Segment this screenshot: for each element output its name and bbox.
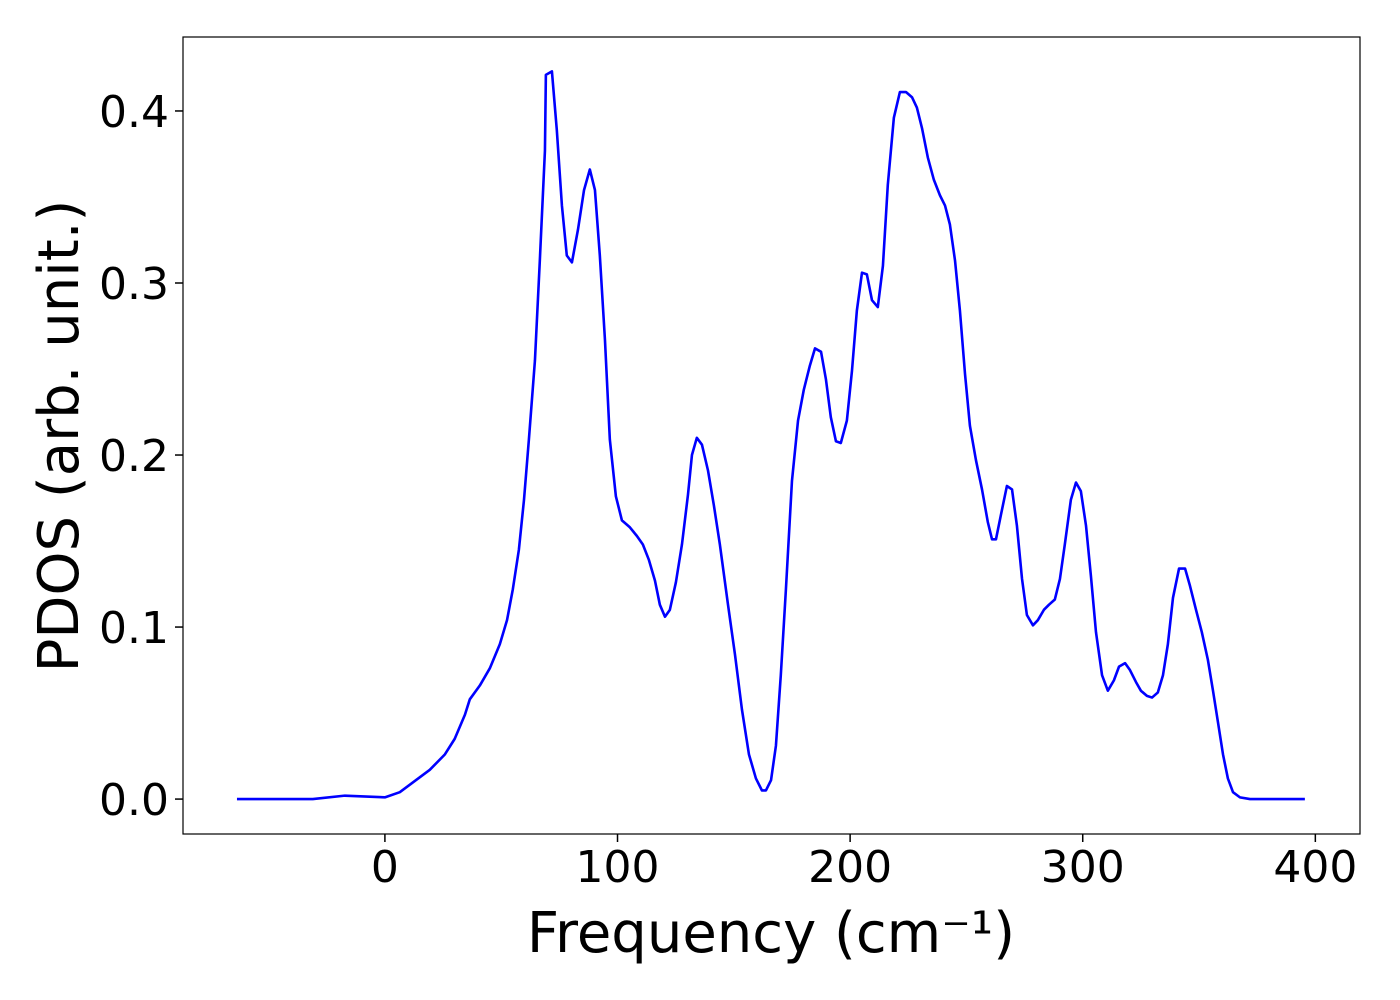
y-tick-label: 0.4 (99, 87, 169, 138)
y-tick-label: 0.0 (99, 775, 169, 826)
x-tick-label: 0 (371, 842, 399, 893)
y-tick-label: 0.2 (99, 431, 169, 482)
x-tick-label: 100 (576, 842, 660, 893)
x-axis-label: Frequency (cm⁻¹) (527, 901, 1015, 966)
data-line (236, 70, 1305, 801)
y-axis-label: PDOS (arb. unit.) (27, 200, 92, 673)
x-tick-label: 400 (1273, 842, 1357, 893)
y-tick-label: 0.1 (99, 603, 169, 654)
plot-frame (182, 36, 1361, 835)
x-tick-label: 200 (808, 842, 892, 893)
y-tick-label: 0.3 (99, 259, 169, 310)
x-tick-label: 300 (1041, 842, 1125, 893)
